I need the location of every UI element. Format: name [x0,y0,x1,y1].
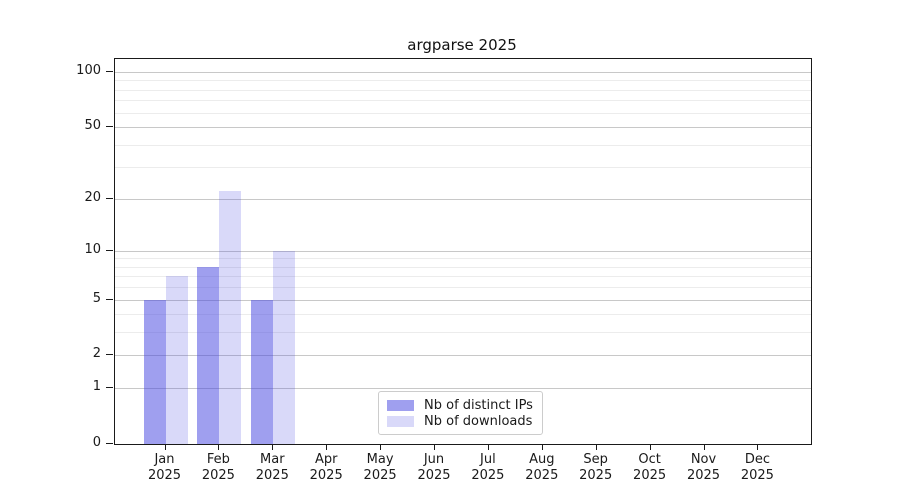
y-gridline-minor [115,314,811,316]
y-tick-mark [106,197,113,199]
y-tick-label: 50 [84,118,101,134]
x-tick-label-mar: Mar 2025 [255,452,289,483]
x-tick-label-sep: Sep 2025 [579,452,613,483]
x-tick-label-may: May 2025 [363,452,397,483]
y-gridline-minor [115,258,811,260]
y-gridline-major [115,127,811,129]
x-tick-mark [541,444,543,450]
x-tick-label-nov: Nov 2025 [686,452,721,483]
x-tick-mark [164,444,166,450]
y-tick-label: 20 [84,189,101,205]
y-gridline-minor [115,100,811,102]
y-tick-label: 100 [76,63,101,78]
x-tick-label-jul: Jul 2025 [471,452,505,483]
bar-distinct-ips-feb [197,266,220,444]
bar-distinct-ips-jan [143,299,166,444]
bar-downloads-jan [165,276,188,444]
y-gridline-major [115,250,811,252]
x-tick-label-aug: Aug 2025 [525,452,559,483]
x-tick-mark [380,444,382,450]
x-tick-mark [703,444,705,450]
y-gridline-minor [115,276,811,278]
y-gridline-minor [115,89,811,91]
y-gridline-minor [115,287,811,289]
y-gridline-major [115,388,811,390]
y-tick-label: 2 [92,346,101,362]
x-tick-mark [434,444,435,450]
legend-swatch-distinct-ips-icon [387,399,414,411]
y-gridline-major [115,198,811,200]
y-gridline-minor [115,112,811,114]
y-gridline-minor [115,332,811,334]
y-gridline-major [115,299,811,301]
x-tick-mark [649,444,651,450]
y-tick-label: 1 [92,379,101,395]
x-tick-mark [326,444,328,450]
y-tick-label: 10 [84,241,101,257]
y-gridline-minor [115,167,811,169]
legend-item-downloads: Nb of downloads [387,413,533,429]
x-tick-label-dec: Dec 2025 [740,452,774,483]
y-tick-mark [106,249,113,251]
legend: Nb of distinct IPs Nb of downloads [378,391,543,435]
x-tick-label-oct: Oct 2025 [633,452,667,483]
y-gridline-minor [115,144,811,146]
y-tick-label: 5 [92,290,101,306]
chart-title: argparse 2025 [407,36,517,54]
bar-downloads-mar [273,250,296,444]
x-tick-mark [218,444,220,450]
legend-item-distinct-ips: Nb of distinct IPs [387,397,533,413]
x-tick-label-apr: Apr 2025 [309,452,343,483]
y-tick-mark [106,354,113,356]
y-tick-mark [106,387,113,389]
y-tick-label: 0 [92,435,101,450]
x-tick-mark [757,444,759,450]
x-tick-mark [272,444,274,450]
y-gridline-major [115,72,811,73]
y-gridline-major [115,355,811,357]
bar-distinct-ips-mar [251,299,274,444]
x-tick-label-jan: Jan 2025 [147,452,182,483]
x-tick-label-feb: Feb 2025 [201,452,235,483]
y-tick-mark [106,298,113,300]
y-tick-mark [106,443,113,444]
y-tick-mark [106,71,113,72]
x-tick-mark [595,444,597,450]
plot-area [114,58,812,445]
legend-label-distinct-ips: Nb of distinct IPs [424,397,533,413]
x-tick-label-jun: Jun 2025 [417,452,451,483]
legend-swatch-downloads-icon [387,415,414,427]
bar-downloads-feb [219,191,242,444]
y-tick-mark [106,126,113,128]
y-gridline-minor [115,80,811,82]
x-tick-mark [487,444,489,450]
legend-label-downloads: Nb of downloads [424,413,533,429]
y-gridline-minor [115,266,811,268]
